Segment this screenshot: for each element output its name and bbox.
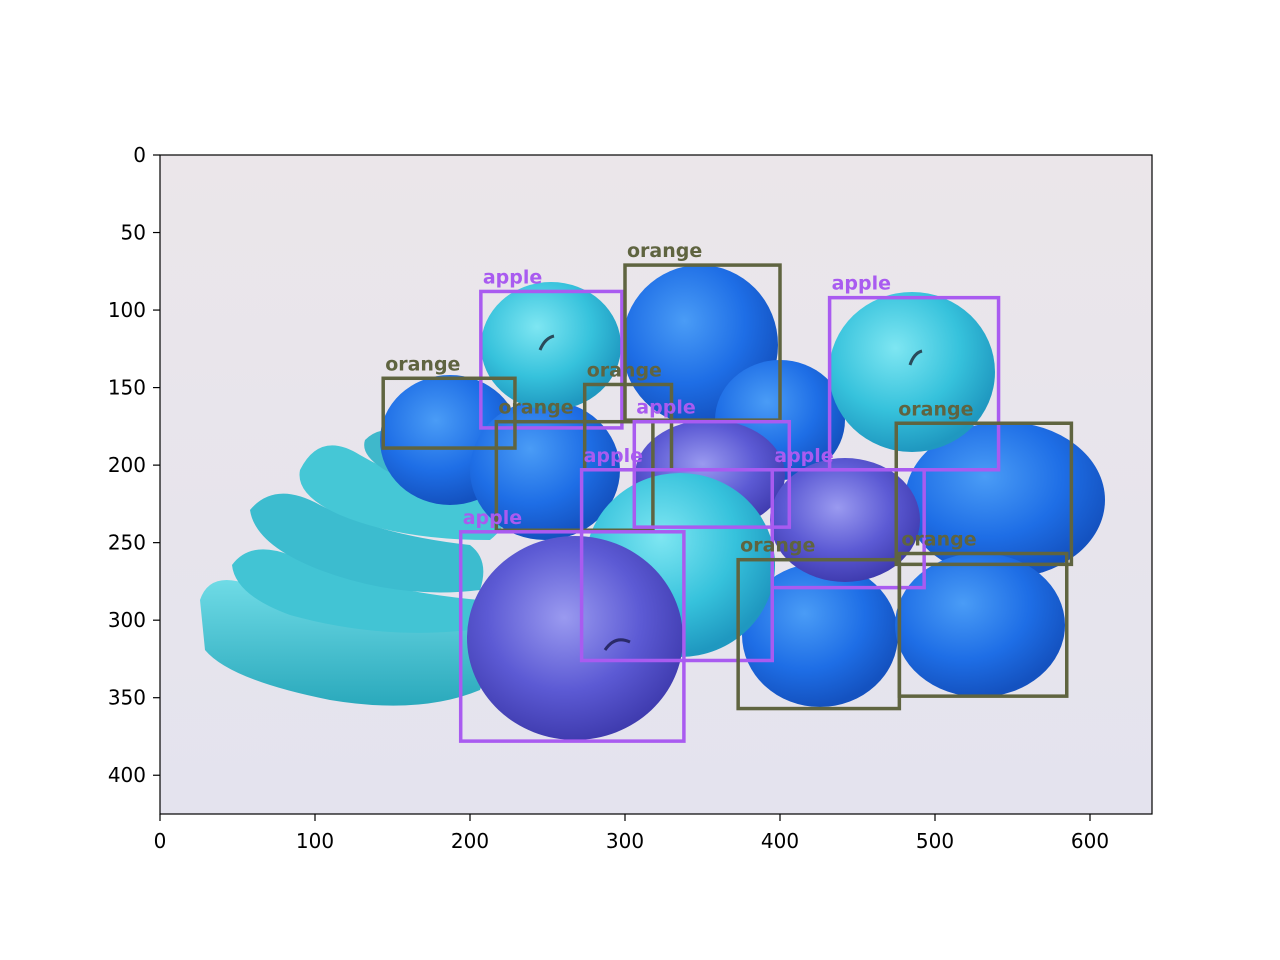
box-label: apple [774,445,833,467]
box-label: orange [901,529,976,551]
y-tick-label: 100 [108,298,146,322]
x-tick-label: 100 [296,829,334,853]
apple-front [467,536,683,740]
bounding-box [458,530,686,743]
x-tick-label: 200 [451,829,489,853]
y-tick-label: 350 [108,686,146,710]
y-tick-label: 400 [108,763,146,787]
apple-stem-right [908,349,923,366]
box-label: apple [636,397,695,419]
x-axis: 0 100 200 300 400 500 600 [154,814,1109,853]
axes-frame [159,154,1153,815]
banana-2 [232,549,486,633]
detection-apple: apple [770,445,926,590]
orange-right-upper [905,422,1105,578]
y-tick-label: 250 [108,531,146,555]
box-label: orange [898,398,973,420]
x-tick-label: 500 [916,829,954,853]
orange-bottom-center [742,563,898,707]
detection-layer: apple orange apple orange orange orange apple o… [381,240,1074,743]
apple-top-right [829,292,995,452]
y-tick-label: 300 [108,608,146,632]
bounding-box [632,419,792,529]
x-tick-label: 600 [1071,829,1109,853]
detection-orange: orange [381,353,517,450]
box-label: apple [463,507,522,529]
orange-bottom-right [895,553,1065,697]
detection-apple: apple [458,507,686,743]
y-tick-label: 50 [121,221,146,245]
apple-stem [603,638,631,651]
box-label: orange [587,359,662,381]
bounding-box [894,421,1074,567]
bounding-box [770,468,926,590]
detection-apple: apple [632,397,792,529]
y-tick-label: 200 [108,453,146,477]
x-tick-label: 400 [761,829,799,853]
box-label: apple [483,266,542,288]
box-label: orange [627,240,702,262]
x-tick-label: 300 [606,829,644,853]
apple-right-middle [770,458,920,582]
banana-4 [299,445,506,540]
photo: apple orange apple orange orange orange apple o… [160,155,1152,814]
box-label: orange [740,535,815,557]
apple-top-left [481,282,621,410]
x-tick-label: 0 [154,829,167,853]
bounding-box [479,289,624,430]
box-label: orange [385,353,460,375]
box-label: orange [498,397,573,419]
detection-orange: orange [894,398,1074,567]
y-tick-label: 150 [108,376,146,400]
detection-orange: orange [897,529,1069,698]
y-tick-label: 0 [133,143,146,167]
box-label: apple [832,273,891,295]
box-label: apple [584,445,643,467]
bounding-box [381,376,517,450]
y-axis: 0 50 100 150 200 250 300 350 400 [108,143,160,787]
detection-apple: apple [479,266,624,430]
banana-1 [200,580,490,706]
banana-3 [250,493,484,593]
bounding-box [897,551,1069,698]
apple-stem-top [538,334,555,351]
